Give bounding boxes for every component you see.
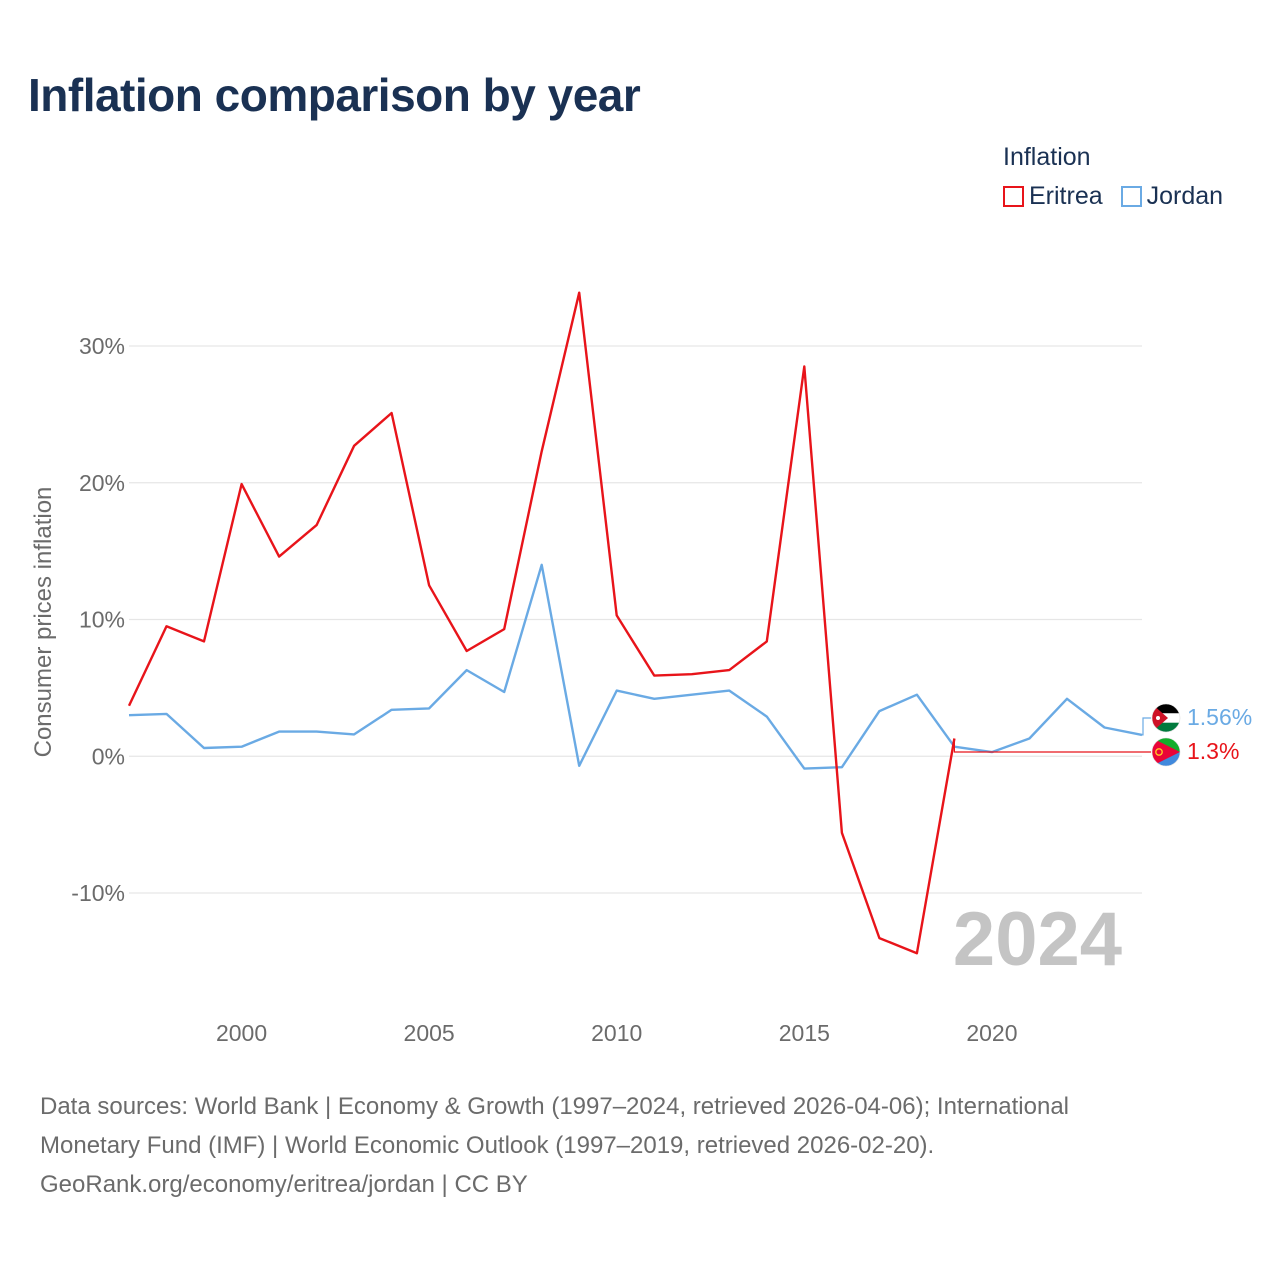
y-tick-label: 0% — [92, 743, 125, 769]
end-connector-jordan — [1142, 717, 1151, 736]
year-watermark: 2024 — [953, 897, 1122, 982]
chart-title: Inflation comparison by year — [28, 69, 641, 121]
data-sources: Data sources: World Bank | Economy & Gro… — [40, 1087, 1240, 1204]
x-tick-label: 2005 — [404, 1020, 455, 1046]
legend-item-eritrea[interactable]: Eritrea — [1003, 182, 1103, 211]
legend: Inflation Eritrea Jordan — [1003, 143, 1223, 211]
end-label-jordan: 1.56% — [1187, 704, 1252, 730]
eritrea-flag-icon — [1151, 737, 1181, 767]
y-axis-label: Consumer prices inflation — [30, 487, 57, 758]
x-tick-label: 2020 — [966, 1020, 1017, 1046]
legend-swatch-eritrea — [1003, 186, 1024, 207]
sources-line-1: Data sources: World Bank | Economy & Gro… — [40, 1093, 1070, 1120]
legend-swatch-jordan — [1120, 186, 1142, 207]
x-tick-label: 2010 — [591, 1020, 642, 1046]
y-axis-ticks: 30% 20% 10% 0% -10% — [71, 333, 125, 906]
legend-title: Inflation — [1003, 143, 1091, 171]
end-connector-eritrea — [953, 738, 1151, 753]
y-tick-label: 30% — [79, 333, 125, 359]
legend-item-jordan[interactable]: Jordan — [1120, 182, 1224, 211]
legend-items: Eritrea Jordan — [1003, 182, 1223, 211]
sources-line-3: GeoRank.org/economy/eritrea/jordan | CC … — [40, 1171, 528, 1198]
end-label-eritrea: 1.3% — [1187, 738, 1239, 764]
y-tick-label: -10% — [71, 880, 125, 906]
x-tick-label: 2015 — [779, 1020, 830, 1046]
y-tick-label: 20% — [79, 470, 125, 496]
y-tick-label: 10% — [79, 607, 125, 633]
grid-lines — [129, 345, 1142, 894]
series-line-eritrea — [127, 291, 956, 955]
x-axis-ticks: 2000 2005 2010 2015 2020 — [216, 1020, 1018, 1046]
sources-line-2: Monetary Fund (IMF) | World Economic Out… — [40, 1132, 935, 1159]
legend-label-eritrea: Eritrea — [1029, 182, 1103, 210]
x-tick-label: 2000 — [216, 1020, 267, 1046]
jordan-flag-icon — [1151, 703, 1181, 733]
end-value-labels: 1.56% 1.3% — [953, 703, 1252, 767]
series-line-jordan — [128, 563, 1143, 770]
series-lines — [127, 291, 1143, 955]
legend-label-jordan: Jordan — [1146, 182, 1224, 210]
